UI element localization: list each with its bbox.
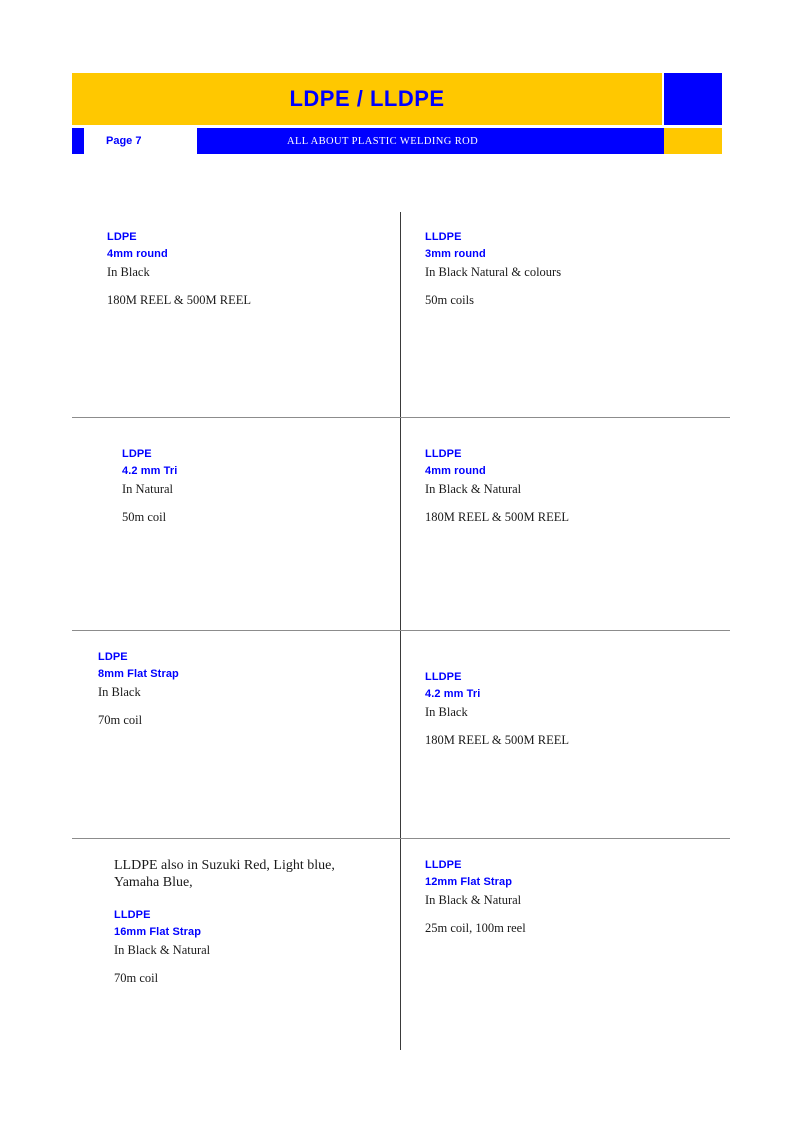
subbar-corner-block: [664, 128, 722, 154]
grid-row-divider: [72, 417, 730, 418]
product-pack: 180M REEL & 500M REEL: [425, 510, 569, 524]
product-size: 4mm round: [107, 248, 168, 260]
product-pack: 70m coil: [114, 971, 159, 985]
header-title-bar: LDPE / LLDPE: [72, 73, 662, 125]
product-pack: 50m coil: [122, 510, 167, 524]
product-colour: In Natural: [122, 482, 174, 496]
page-number-box: Page 7: [84, 128, 197, 154]
grid-row-divider: [72, 838, 730, 839]
product-size: 16mm Flat Strap: [114, 926, 202, 938]
product-size: 4.2 mm Tri: [122, 465, 178, 477]
product-cell: LDPE 4.2 mm Tri In Natural 50m coil: [72, 446, 400, 525]
product-size: 12mm Flat Strap: [425, 876, 513, 888]
product-pack: 50m coils: [425, 293, 474, 307]
product-size: 8mm Flat Strap: [98, 668, 179, 680]
product-material: LLDPE: [425, 859, 462, 871]
page-title: LDPE / LLDPE: [289, 86, 445, 111]
product-cell: LDPE 8mm Flat Strap In Black 70m coil: [72, 649, 400, 728]
product-cell: LLDPE 3mm round In Black Natural & colou…: [401, 229, 730, 308]
product-colour: In Black: [107, 265, 150, 279]
product-size: 4mm round: [425, 465, 486, 477]
product-colour: In Black & Natural: [425, 893, 522, 907]
product-colour: In Black: [98, 685, 141, 699]
product-size: 4.2 mm Tri: [425, 688, 481, 700]
product-material: LDPE: [98, 651, 128, 663]
product-cell: LLDPE 4.2 mm Tri In Black 180M REEL & 50…: [401, 669, 730, 748]
subtitle-label: ALL ABOUT PLASTIC WELDING ROD: [287, 135, 479, 147]
product-note: LLDPE also in Suzuki Red, Light blue, Ya…: [114, 858, 335, 890]
product-material: LDPE: [122, 448, 152, 460]
grid-row-divider: [72, 630, 730, 631]
grid-column-divider: [400, 212, 401, 1050]
product-colour: In Black: [425, 705, 468, 719]
header-subbar: Page 7 ALL ABOUT PLASTIC WELDING ROD: [72, 128, 722, 154]
product-cell: LLDPE 4mm round In Black & Natural 180M …: [401, 446, 730, 525]
page-number-label: Page 7: [106, 135, 142, 147]
subtitle-strip: ALL ABOUT PLASTIC WELDING ROD: [197, 128, 664, 154]
product-pack: 25m coil, 100m reel: [425, 921, 526, 935]
header-banner: LDPE / LLDPE: [72, 73, 722, 125]
product-cell: LLDPE also in Suzuki Red, Light blue, Ya…: [72, 857, 400, 986]
product-material: LLDPE: [425, 671, 462, 683]
product-material: LLDPE: [425, 448, 462, 460]
product-size: 3mm round: [425, 248, 486, 260]
product-material: LLDPE: [114, 909, 151, 921]
product-grid: LDPE 4mm round In Black 180M REEL & 500M…: [72, 212, 730, 1050]
product-pack: 70m coil: [98, 713, 143, 727]
product-cell: LLDPE 12mm Flat Strap In Black & Natural…: [401, 857, 730, 936]
product-pack: 180M REEL & 500M REEL: [107, 293, 251, 307]
header-corner-block: [664, 73, 722, 125]
product-colour: In Black & Natural: [114, 943, 211, 957]
product-pack: 180M REEL & 500M REEL: [425, 733, 569, 747]
product-colour: In Black & Natural: [425, 482, 522, 496]
product-cell: LDPE 4mm round In Black 180M REEL & 500M…: [72, 229, 400, 308]
product-colour: In Black Natural & colours: [425, 265, 562, 279]
subbar-accent-tab: [72, 128, 84, 154]
product-material: LLDPE: [425, 231, 462, 243]
product-material: LDPE: [107, 231, 137, 243]
